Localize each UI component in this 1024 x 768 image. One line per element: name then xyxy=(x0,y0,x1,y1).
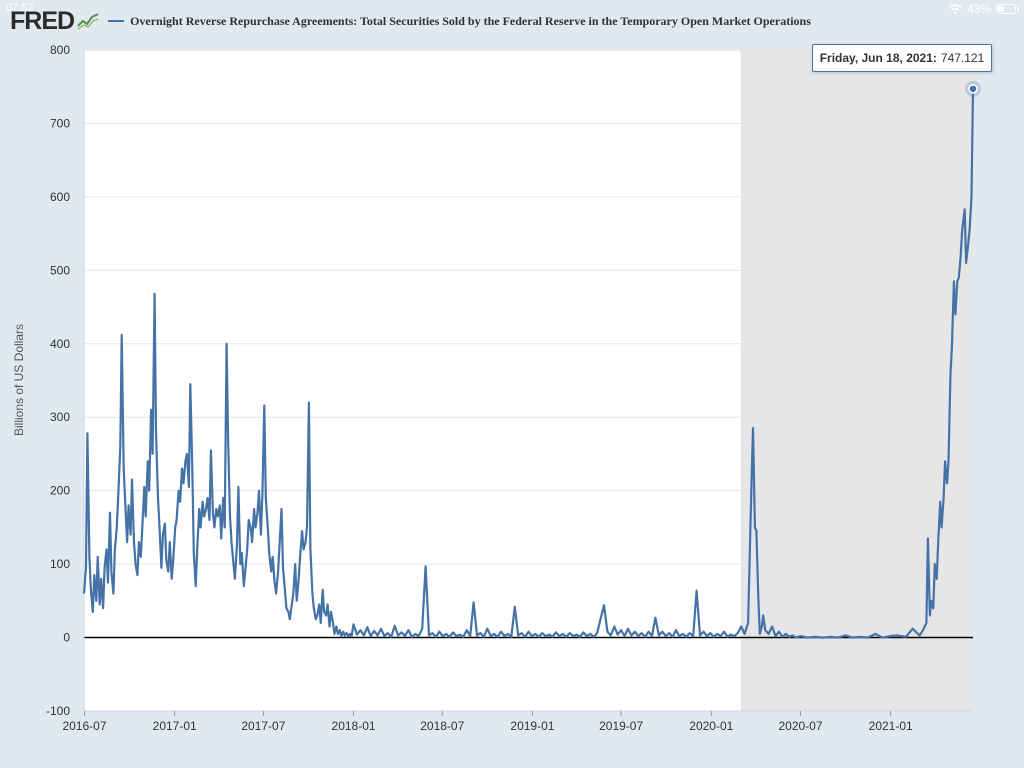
y-tick-label: 300 xyxy=(50,410,70,424)
x-tick-label: 2019-07 xyxy=(599,719,643,733)
tooltip-value: 747.121 xyxy=(940,51,985,65)
y-tick-label: 800 xyxy=(50,43,70,57)
series-layer xyxy=(82,88,975,639)
x-tick-label: 2020-01 xyxy=(689,719,733,733)
recession-shading xyxy=(740,50,973,711)
x-tick-label: 2021-01 xyxy=(869,719,913,733)
fred-logo[interactable]: FRED xyxy=(10,7,75,35)
x-tick-label: 2016-07 xyxy=(62,719,106,733)
battery-icon xyxy=(996,4,1019,14)
y-axis-label: Billions of US Dollars xyxy=(12,324,26,436)
y-tick-label: 200 xyxy=(50,484,70,498)
chart-header: FRED Overnight Reverse Repurchase Agreem… xyxy=(10,8,1024,34)
x-axis-ticks: 2016-07 2017-01 2017-07 2018-01 2018-07 2019-… xyxy=(62,711,913,733)
y-tick-label: 400 xyxy=(50,337,70,351)
battery-percent: 43% xyxy=(966,2,991,16)
x-tick-label: 2017-01 xyxy=(153,719,197,733)
x-tick-label: 2019-01 xyxy=(510,719,554,733)
y-tick-label: 100 xyxy=(50,557,70,571)
x-tick-label: 2017-07 xyxy=(241,719,285,733)
series-line-0 xyxy=(82,88,975,639)
fred-logo-chart-icon xyxy=(76,11,101,31)
x-tick-label: 2018-01 xyxy=(332,719,376,733)
x-tick-label: 2020-07 xyxy=(778,719,822,733)
y-tick-label: 700 xyxy=(50,116,70,130)
tooltip: Friday, Jun 18, 2021: 747.121 xyxy=(812,44,992,72)
y-tick-label: -100 xyxy=(46,704,70,718)
marker-layer xyxy=(965,80,981,97)
highlight-point xyxy=(968,84,978,94)
chart-title: Overnight Reverse Repurchase Agreements:… xyxy=(130,13,811,28)
legend-swatch xyxy=(108,20,125,22)
x-tick-label: 2018-07 xyxy=(420,719,464,733)
y-tick-label: 0 xyxy=(63,631,70,645)
chart-legend[interactable]: Overnight Reverse Repurchase Agreements:… xyxy=(108,14,811,29)
wifi-icon xyxy=(948,4,962,14)
recession-band xyxy=(740,50,973,711)
tooltip-date: Friday, Jun 18, 2021: xyxy=(819,51,937,65)
status-bar: 07:52 43% xyxy=(0,0,1024,18)
y-axis-ticks: -100 0 100 200 300 400 500 600 700 800 xyxy=(46,43,70,718)
y-tick-label: 600 xyxy=(50,190,70,204)
status-clock: 07:52 xyxy=(6,2,34,14)
y-tick-label: 500 xyxy=(50,263,70,277)
status-right: 43% xyxy=(948,2,1019,16)
